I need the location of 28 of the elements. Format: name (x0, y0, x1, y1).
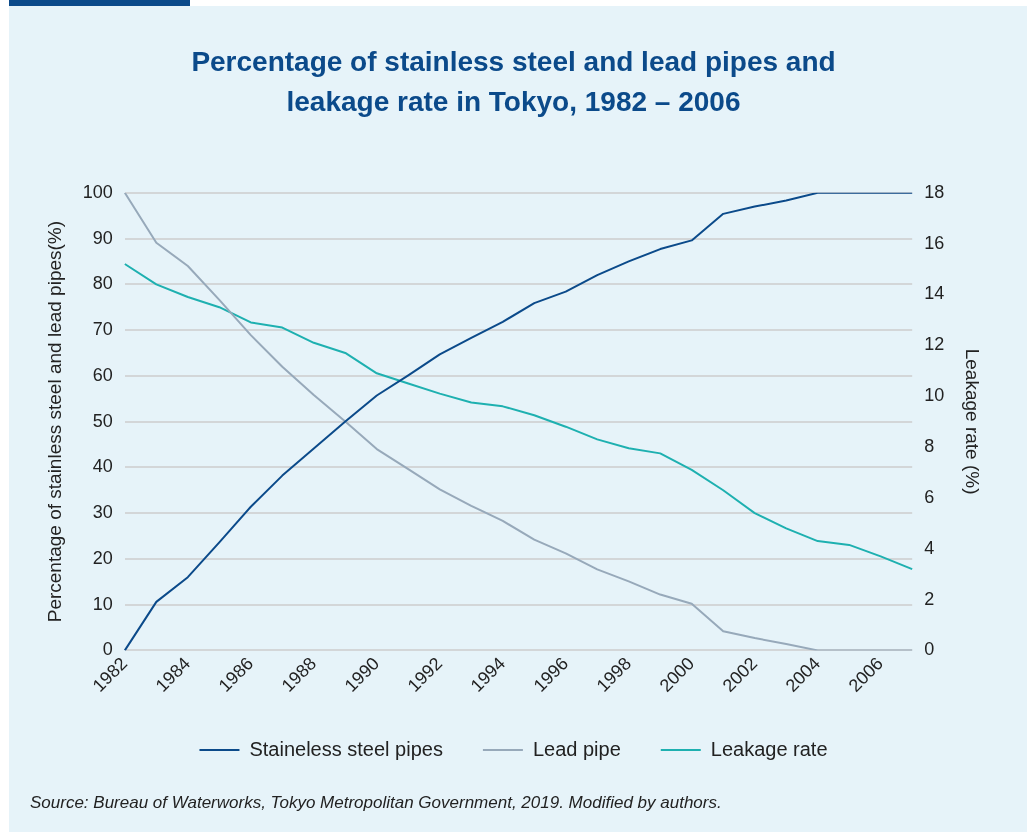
y2-tick-label: 14 (924, 283, 945, 304)
y2-tick-label: 16 (924, 232, 945, 253)
y-tick-label: 10 (92, 593, 113, 614)
y-tick-label: 80 (92, 273, 113, 294)
y-tick-label: 50 (92, 410, 113, 431)
y2-tick-label: 6 (924, 486, 935, 507)
chart-title: Percentage of stainless steel and lead pipes and leakage rate in Tokyo, 1982 – 2006 (190, 45, 837, 119)
y-tick-label: 90 (92, 227, 113, 248)
legend-label: Leakage rate (710, 737, 828, 760)
legend-label: Lead pipe (532, 737, 621, 760)
y2-tick-label: 8 (924, 436, 935, 456)
source-note: Source: Bureau of Waterworks, Tokyo Metropolitan Government, 2019. Modified by authors. (30, 793, 722, 813)
y2-tick-label: 12 (924, 334, 945, 355)
y2-tick-label: 10 (924, 385, 945, 406)
y-axis-title: Percentage of stainless steel and lead pipes(%) (43, 220, 65, 623)
y-tick-label: 0 (102, 639, 113, 660)
y2-axis-title: Leakage rate (%) (962, 348, 984, 495)
y-tick-label: 30 (92, 502, 113, 523)
y-tick-label: 40 (92, 456, 113, 477)
y2-tick-label: 4 (924, 537, 935, 558)
y-tick-label: 100 (82, 181, 113, 202)
y-tick-label: 20 (92, 547, 113, 568)
y2-tick-label: 0 (924, 639, 935, 660)
legend-label: Staineless steel pipes (249, 737, 443, 760)
y-tick-label: 70 (92, 319, 113, 340)
y-tick-label: 60 (92, 364, 113, 385)
y2-tick-label: 18 (924, 181, 945, 202)
y2-tick-label: 2 (924, 588, 935, 609)
